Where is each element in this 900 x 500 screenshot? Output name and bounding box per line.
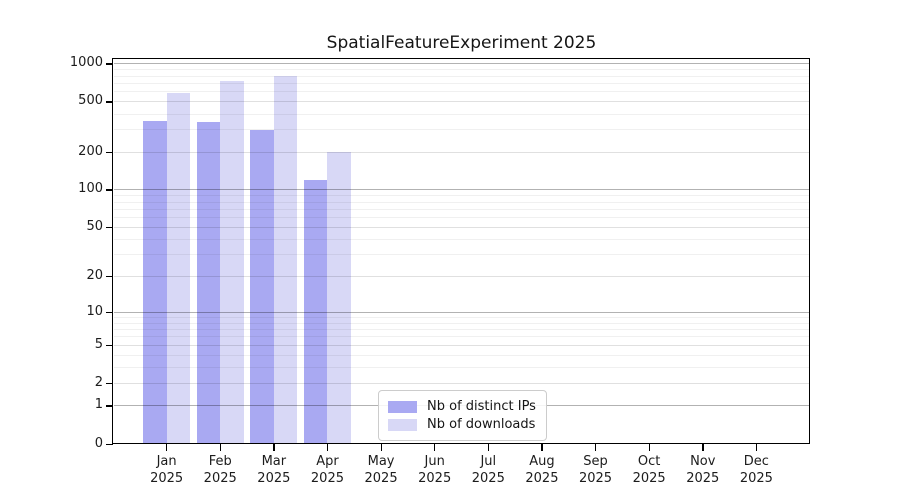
month-label: Jun bbox=[424, 454, 445, 469]
year-label: 2025 bbox=[257, 471, 291, 486]
x-tick-oct bbox=[648, 444, 650, 451]
y-tick-label-20: 20 bbox=[86, 267, 103, 283]
year-label: 2025 bbox=[310, 471, 344, 486]
year-label: 2025 bbox=[578, 471, 613, 486]
y-tick-1000 bbox=[106, 63, 113, 65]
y-tick-20 bbox=[106, 275, 113, 278]
y-tick-5 bbox=[106, 344, 113, 347]
y-tick-10 bbox=[106, 311, 113, 313]
y-tick-label-1000: 1000 bbox=[69, 55, 103, 71]
x-tick-nov bbox=[702, 444, 704, 451]
month-label: Apr bbox=[316, 454, 339, 469]
legend-label: Nb of downloads bbox=[427, 417, 536, 432]
legend-item-distinct-ips: Nb of distinct IPs bbox=[388, 399, 536, 414]
bar-nb-of-distinct-ips-mar bbox=[250, 129, 274, 443]
y-tick-label-50: 50 bbox=[86, 219, 103, 235]
bar-nb-of-distinct-ips-apr bbox=[303, 180, 328, 443]
month-label: May bbox=[367, 454, 395, 469]
minor-gridline-y-700 bbox=[114, 82, 809, 84]
legend-label: Nb of distinct IPs bbox=[427, 399, 536, 414]
x-tick-label-feb: Feb 2025 bbox=[188, 453, 252, 487]
y-tick-1 bbox=[106, 405, 113, 407]
month-label: Jul bbox=[480, 454, 497, 469]
y-tick-label-200: 200 bbox=[78, 143, 103, 159]
year-label: 2025 bbox=[203, 471, 237, 486]
year-label: 2025 bbox=[418, 471, 452, 486]
x-tick-jul bbox=[487, 444, 490, 451]
y-tick-200 bbox=[106, 151, 113, 153]
y-tick-label-100: 100 bbox=[78, 181, 103, 197]
x-tick-label-jul: Jul 2025 bbox=[456, 453, 520, 487]
x-tick-label-may: May 2025 bbox=[349, 453, 413, 487]
legend-swatch-downloads bbox=[388, 418, 417, 431]
x-tick-apr bbox=[326, 444, 329, 451]
bar-nb-of-downloads-jan bbox=[166, 93, 191, 443]
month-label: Aug bbox=[529, 454, 555, 469]
year-label: 2025 bbox=[632, 471, 666, 486]
x-tick-label-mar: Mar 2025 bbox=[242, 453, 306, 487]
month-label: Nov bbox=[690, 454, 716, 469]
x-tick-dec bbox=[755, 444, 758, 451]
y-tick-2 bbox=[106, 383, 113, 385]
bar-nb-of-downloads-feb bbox=[220, 81, 244, 443]
y-tick-label-1: 1 bbox=[94, 397, 103, 413]
x-tick-jun bbox=[434, 444, 436, 451]
minor-gridline-y-800 bbox=[114, 75, 809, 77]
month-label: Jan bbox=[156, 454, 177, 469]
minor-gridline-y-900 bbox=[114, 69, 809, 71]
month-label: Sep bbox=[583, 454, 608, 469]
year-label: 2025 bbox=[150, 471, 184, 486]
y-tick-label-500: 500 bbox=[78, 93, 103, 109]
legend-swatch-distinct-ips bbox=[388, 400, 417, 413]
bar-nb-of-distinct-ips-jan bbox=[143, 121, 167, 443]
legend-item-downloads: Nb of downloads bbox=[388, 417, 536, 432]
y-tick-label-5: 5 bbox=[94, 336, 103, 352]
y-tick-label-2: 2 bbox=[94, 375, 103, 391]
x-tick-label-dec: Dec 2025 bbox=[724, 453, 788, 487]
x-tick-label-jun: Jun 2025 bbox=[403, 453, 467, 487]
y-tick-100 bbox=[106, 189, 113, 191]
x-tick-label-jan: Jan 2025 bbox=[135, 453, 199, 487]
x-tick-label-apr: Apr 2025 bbox=[295, 453, 359, 487]
x-tick-jan bbox=[166, 444, 168, 451]
minor-gridline-y-400 bbox=[114, 113, 809, 115]
y-tick-50 bbox=[106, 227, 113, 229]
month-label: Oct bbox=[637, 454, 661, 469]
y-tick-label-0: 0 bbox=[94, 435, 103, 451]
x-tick-label-sep: Sep 2025 bbox=[564, 453, 628, 487]
x-tick-may bbox=[380, 444, 382, 451]
x-tick-label-oct: Oct 2025 bbox=[617, 453, 681, 487]
x-tick-label-aug: Aug 2025 bbox=[510, 453, 574, 487]
y-tick-label-10: 10 bbox=[86, 303, 103, 319]
bar-nb-of-downloads-mar bbox=[273, 76, 298, 443]
year-label: 2025 bbox=[525, 471, 559, 486]
month-label: Dec bbox=[743, 454, 769, 469]
minor-gridline-y-600 bbox=[114, 91, 809, 93]
y-tick-500 bbox=[106, 101, 113, 103]
x-tick-sep bbox=[595, 444, 597, 451]
chart-title: SpatialFeatureExperiment 2025 bbox=[326, 33, 597, 53]
month-label: Mar bbox=[261, 454, 287, 469]
y-tick-0 bbox=[106, 443, 113, 445]
year-label: 2025 bbox=[471, 471, 505, 486]
x-tick-aug bbox=[541, 444, 543, 451]
x-tick-feb bbox=[219, 444, 222, 451]
year-label: 2025 bbox=[364, 471, 398, 486]
year-label: 2025 bbox=[686, 471, 720, 486]
gridline-y-1000 bbox=[114, 63, 809, 65]
gridline-y-500 bbox=[114, 101, 809, 103]
x-tick-mar bbox=[273, 444, 275, 451]
legend: Nb of distinct IPs Nb of downloads bbox=[378, 390, 547, 441]
bar-nb-of-distinct-ips-feb bbox=[196, 121, 221, 443]
month-label: Feb bbox=[208, 454, 232, 469]
x-tick-label-nov: Nov 2025 bbox=[671, 453, 735, 487]
year-label: 2025 bbox=[739, 471, 773, 486]
bar-nb-of-downloads-apr bbox=[327, 152, 351, 443]
